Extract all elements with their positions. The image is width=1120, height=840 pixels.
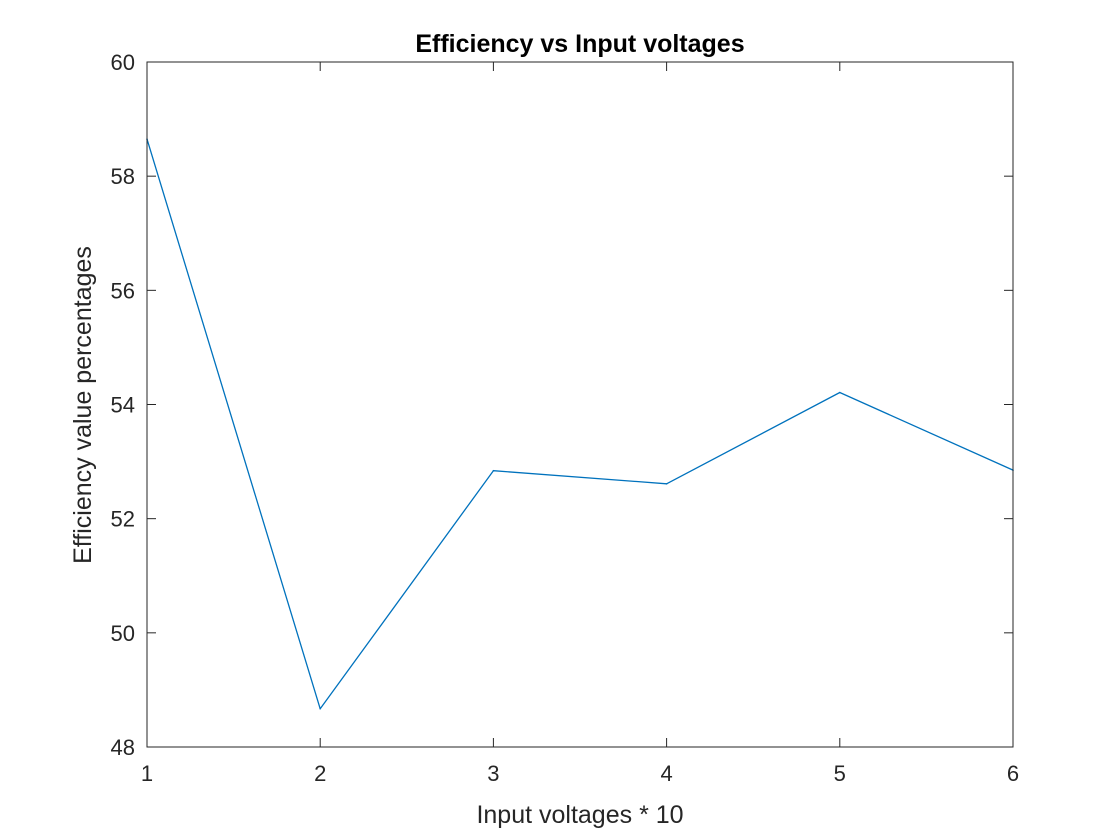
y-axis-title: Efficiency value percentages	[69, 246, 97, 564]
y-tick-label: 56	[111, 278, 135, 303]
x-tick-label: 2	[314, 761, 326, 786]
x-tick-label: 5	[834, 761, 846, 786]
y-axis: 48 50 52 54 56 58 60	[111, 50, 1013, 760]
x-axis-title: Input voltages * 10	[476, 801, 683, 829]
y-tick-label: 52	[111, 507, 135, 532]
y-tick-label: 48	[111, 735, 135, 760]
y-tick-label: 54	[111, 393, 135, 418]
x-tick-label: 6	[1007, 761, 1019, 786]
y-tick-label: 60	[111, 50, 135, 75]
data-point	[319, 707, 322, 710]
x-tick-label: 4	[660, 761, 672, 786]
x-tick-label: 1	[141, 761, 153, 786]
data-point	[665, 483, 668, 485]
y-tick-label: 58	[111, 164, 135, 189]
y-tick-label: 50	[111, 621, 135, 646]
data-point	[839, 391, 841, 394]
chart-title: Efficiency vs Input voltages	[415, 30, 744, 58]
plot-area	[147, 62, 1013, 747]
x-tick-label: 3	[487, 761, 499, 786]
series-line	[146, 138, 1014, 710]
x-axis: 1 2 3 4 5 6	[141, 62, 1019, 786]
data-point	[492, 469, 495, 472]
